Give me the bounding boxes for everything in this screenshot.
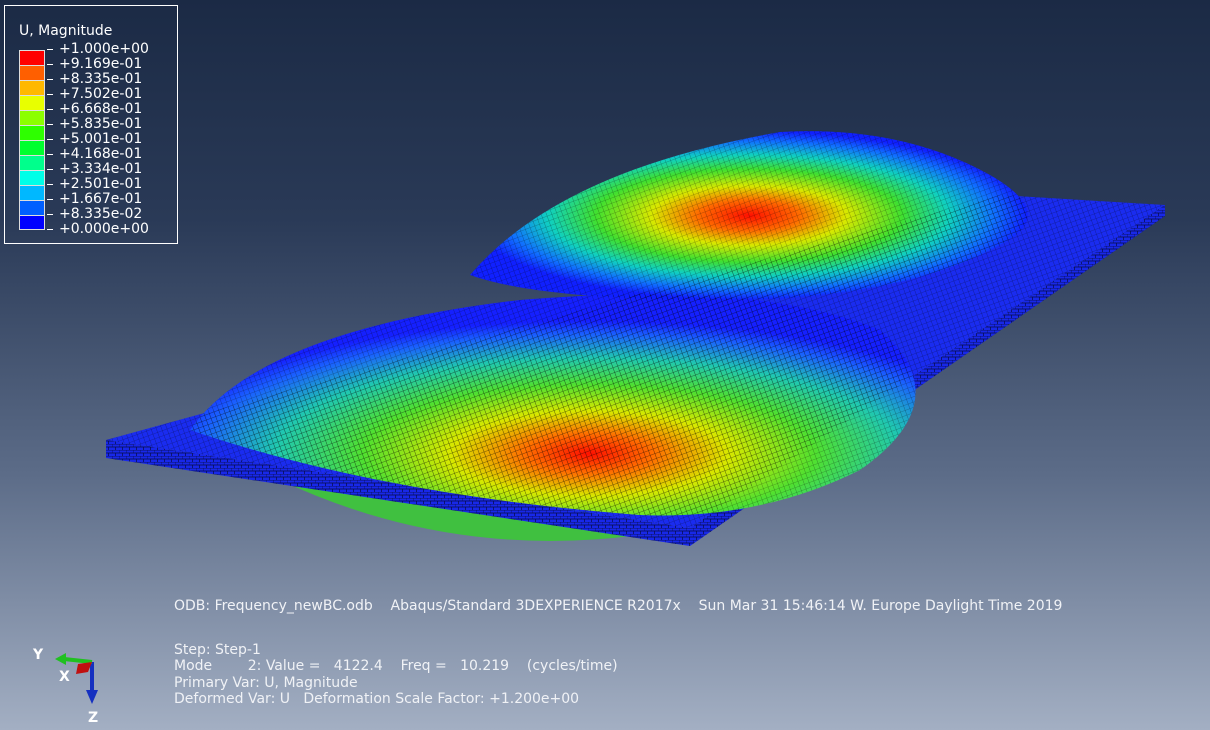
axis-triad: [55, 653, 98, 704]
contour-legend: U, Magnitude +1.000e+00 +9.169e-01 +8.335e…: [4, 5, 178, 244]
mode-line: Mode 2: Value = 4122.4 Freq = 10.219 (cy…: [174, 658, 618, 674]
plate-model: [106, 131, 1165, 546]
legend-label: +1.000e+00: [47, 42, 149, 57]
triad-x-label: X: [59, 669, 70, 685]
legend-swatch: [19, 80, 45, 95]
legend-label: +3.334e-01: [47, 162, 142, 177]
legend-label: +7.502e-01: [47, 87, 142, 102]
deformed-var-line: Deformed Var: U Deformation Scale Factor…: [174, 691, 580, 707]
primary-var-line: Primary Var: U, Magnitude: [174, 675, 358, 691]
triad-y-label: Y: [33, 647, 44, 663]
legend-label: +8.335e-02: [47, 207, 142, 222]
legend-swatch: [19, 155, 45, 170]
legend-swatch: [19, 65, 45, 80]
legend-label: +9.169e-01: [47, 57, 142, 72]
y-axis-arrow: [55, 653, 66, 665]
legend-swatch: [19, 95, 45, 110]
triad-z-label: Z: [88, 710, 99, 726]
legend-label: +8.335e-01: [47, 72, 142, 87]
legend-label: +0.000e+00: [47, 222, 149, 237]
legend-swatch: [19, 200, 45, 215]
legend-label: +5.835e-01: [47, 117, 142, 132]
odb-info-line: ODB: Frequency_newBC.odb Abaqus/Standard…: [174, 598, 1063, 614]
legend-swatch: [19, 50, 45, 65]
legend-label: +5.001e-01: [47, 132, 142, 147]
legend-swatch: [19, 125, 45, 140]
legend-swatch: [19, 110, 45, 125]
step-line: Step: Step-1: [174, 642, 261, 658]
legend-swatch: [19, 140, 45, 155]
z-axis-arrow: [86, 690, 98, 704]
legend-label: +2.501e-01: [47, 177, 142, 192]
legend-swatch: [19, 185, 45, 200]
legend-swatch: [19, 170, 45, 185]
legend-color-bar: [19, 50, 45, 230]
legend-label: +6.668e-01: [47, 102, 142, 117]
legend-label: +1.667e-01: [47, 192, 142, 207]
x-axis-arrow: [76, 662, 92, 674]
legend-swatch: [19, 215, 45, 230]
legend-label: +4.168e-01: [47, 147, 142, 162]
legend-title: U, Magnitude: [19, 23, 113, 39]
